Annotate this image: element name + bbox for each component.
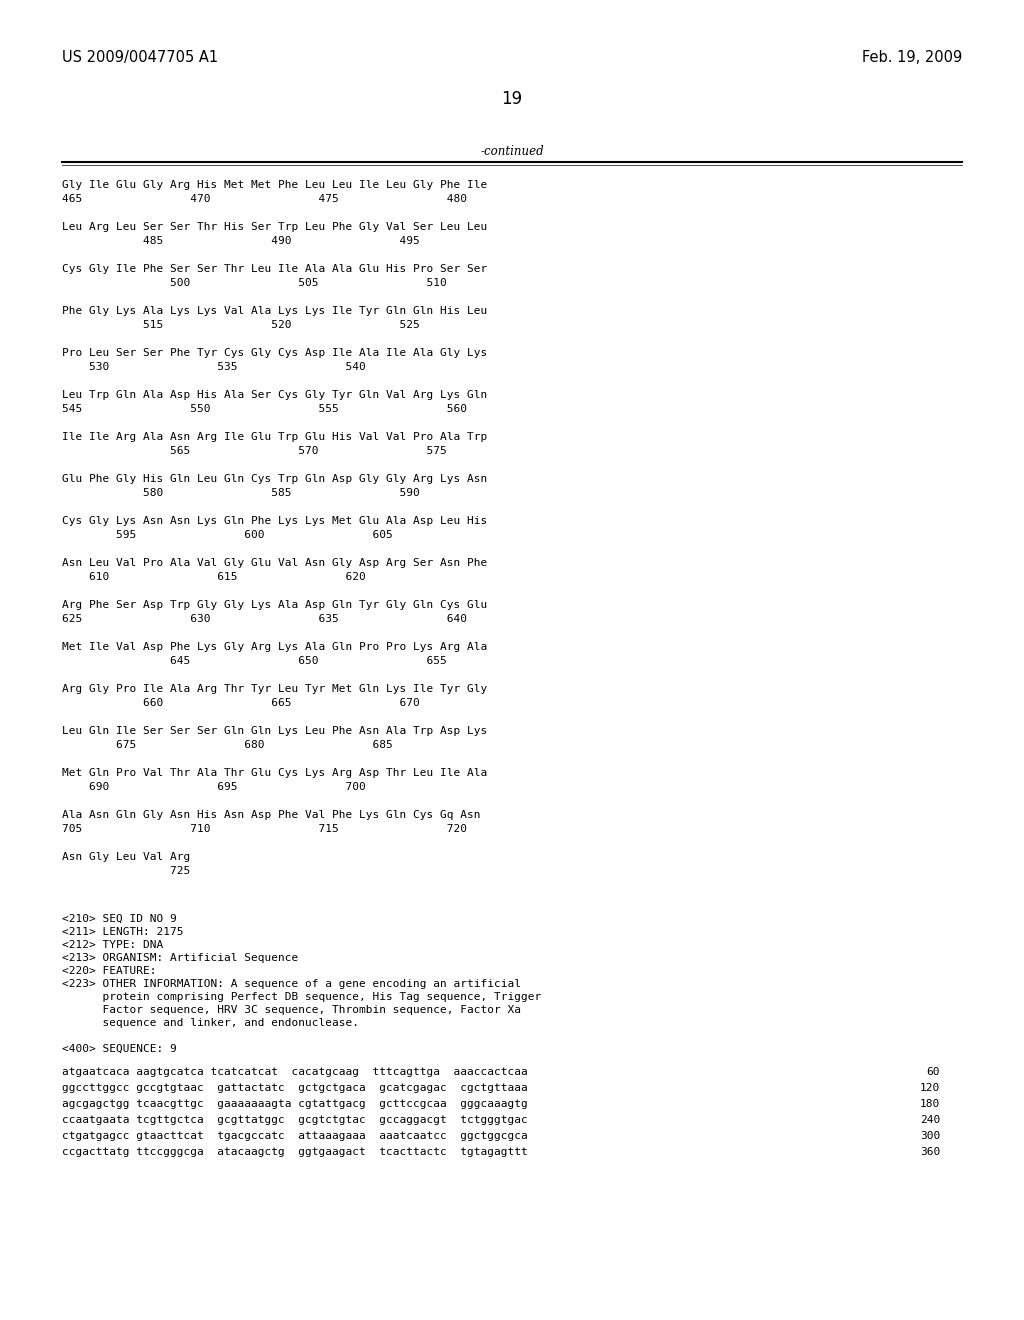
Text: Arg Phe Ser Asp Trp Gly Gly Lys Ala Asp Gln Tyr Gly Gln Cys Glu: Arg Phe Ser Asp Trp Gly Gly Lys Ala Asp … xyxy=(62,601,487,610)
Text: 485                490                495: 485 490 495 xyxy=(62,236,420,246)
Text: ggccttggcc gccgtgtaac  gattactatc  gctgctgaca  gcatcgagac  cgctgttaaa: ggccttggcc gccgtgtaac gattactatc gctgctg… xyxy=(62,1082,527,1093)
Text: 465                470                475                480: 465 470 475 480 xyxy=(62,194,467,205)
Text: 60: 60 xyxy=(927,1067,940,1077)
Text: 625                630                635                640: 625 630 635 640 xyxy=(62,614,467,624)
Text: 240: 240 xyxy=(920,1115,940,1125)
Text: 500                505                510: 500 505 510 xyxy=(62,279,446,288)
Text: atgaatcaca aagtgcatca tcatcatcat  cacatgcaag  tttcagttga  aaaccactcaa: atgaatcaca aagtgcatca tcatcatcat cacatgc… xyxy=(62,1067,527,1077)
Text: protein comprising Perfect DB sequence, His Tag sequence, Trigger: protein comprising Perfect DB sequence, … xyxy=(62,993,542,1002)
Text: 360: 360 xyxy=(920,1147,940,1158)
Text: ccaatgaata tcgttgctca  gcgttatggc  gcgtctgtac  gccaggacgt  tctgggtgac: ccaatgaata tcgttgctca gcgttatggc gcgtctg… xyxy=(62,1115,527,1125)
Text: ctgatgagcc gtaacttcat  tgacgccatc  attaaagaaa  aaatcaatcc  ggctggcgca: ctgatgagcc gtaacttcat tgacgccatc attaaag… xyxy=(62,1131,527,1140)
Text: 690                695                700: 690 695 700 xyxy=(62,781,366,792)
Text: agcgagctgg tcaacgttgc  gaaaaaaagta cgtattgacg  gcttccgcaa  gggcaaagtg: agcgagctgg tcaacgttgc gaaaaaaagta cgtatt… xyxy=(62,1100,527,1109)
Text: Arg Gly Pro Ile Ala Arg Thr Tyr Leu Tyr Met Gln Lys Ile Tyr Gly: Arg Gly Pro Ile Ala Arg Thr Tyr Leu Tyr … xyxy=(62,684,487,694)
Text: <210> SEQ ID NO 9: <210> SEQ ID NO 9 xyxy=(62,913,177,924)
Text: Leu Gln Ile Ser Ser Ser Gln Gln Lys Leu Phe Asn Ala Trp Asp Lys: Leu Gln Ile Ser Ser Ser Gln Gln Lys Leu … xyxy=(62,726,487,737)
Text: Leu Trp Gln Ala Asp His Ala Ser Cys Gly Tyr Gln Val Arg Lys Gln: Leu Trp Gln Ala Asp His Ala Ser Cys Gly … xyxy=(62,389,487,400)
Text: 300: 300 xyxy=(920,1131,940,1140)
Text: 595                600                605: 595 600 605 xyxy=(62,531,393,540)
Text: 645                650                655: 645 650 655 xyxy=(62,656,446,667)
Text: 580                585                590: 580 585 590 xyxy=(62,488,420,498)
Text: <400> SEQUENCE: 9: <400> SEQUENCE: 9 xyxy=(62,1044,177,1053)
Text: Asn Leu Val Pro Ala Val Gly Glu Val Asn Gly Asp Arg Ser Asn Phe: Asn Leu Val Pro Ala Val Gly Glu Val Asn … xyxy=(62,558,487,568)
Text: 610                615                620: 610 615 620 xyxy=(62,572,366,582)
Text: Gly Ile Glu Gly Arg His Met Met Phe Leu Leu Ile Leu Gly Phe Ile: Gly Ile Glu Gly Arg His Met Met Phe Leu … xyxy=(62,180,487,190)
Text: <220> FEATURE:: <220> FEATURE: xyxy=(62,966,157,975)
Text: 545                550                555                560: 545 550 555 560 xyxy=(62,404,467,414)
Text: 180: 180 xyxy=(920,1100,940,1109)
Text: Ala Asn Gln Gly Asn His Asn Asp Phe Val Phe Lys Gln Cys Gq Asn: Ala Asn Gln Gly Asn His Asn Asp Phe Val … xyxy=(62,810,480,820)
Text: Met Gln Pro Val Thr Ala Thr Glu Cys Lys Arg Asp Thr Leu Ile Ala: Met Gln Pro Val Thr Ala Thr Glu Cys Lys … xyxy=(62,768,487,777)
Text: <213> ORGANISM: Artificial Sequence: <213> ORGANISM: Artificial Sequence xyxy=(62,953,298,964)
Text: Leu Arg Leu Ser Ser Thr His Ser Trp Leu Phe Gly Val Ser Leu Leu: Leu Arg Leu Ser Ser Thr His Ser Trp Leu … xyxy=(62,222,487,232)
Text: 725: 725 xyxy=(62,866,190,876)
Text: 530                535                540: 530 535 540 xyxy=(62,362,366,372)
Text: Asn Gly Leu Val Arg: Asn Gly Leu Val Arg xyxy=(62,851,190,862)
Text: 565                570                575: 565 570 575 xyxy=(62,446,446,455)
Text: Pro Leu Ser Ser Phe Tyr Cys Gly Cys Asp Ile Ala Ile Ala Gly Lys: Pro Leu Ser Ser Phe Tyr Cys Gly Cys Asp … xyxy=(62,348,487,358)
Text: 675                680                685: 675 680 685 xyxy=(62,741,393,750)
Text: Phe Gly Lys Ala Lys Lys Val Ala Lys Lys Ile Tyr Gln Gln His Leu: Phe Gly Lys Ala Lys Lys Val Ala Lys Lys … xyxy=(62,306,487,315)
Text: 705                710                715                720: 705 710 715 720 xyxy=(62,824,467,834)
Text: -continued: -continued xyxy=(480,145,544,158)
Text: Cys Gly Ile Phe Ser Ser Thr Leu Ile Ala Ala Glu His Pro Ser Ser: Cys Gly Ile Phe Ser Ser Thr Leu Ile Ala … xyxy=(62,264,487,275)
Text: Glu Phe Gly His Gln Leu Gln Cys Trp Gln Asp Gly Gly Arg Lys Asn: Glu Phe Gly His Gln Leu Gln Cys Trp Gln … xyxy=(62,474,487,484)
Text: <212> TYPE: DNA: <212> TYPE: DNA xyxy=(62,940,163,950)
Text: Cys Gly Lys Asn Asn Lys Gln Phe Lys Lys Met Glu Ala Asp Leu His: Cys Gly Lys Asn Asn Lys Gln Phe Lys Lys … xyxy=(62,516,487,525)
Text: <223> OTHER INFORMATION: A sequence of a gene encoding an artificial: <223> OTHER INFORMATION: A sequence of a… xyxy=(62,979,521,989)
Text: 19: 19 xyxy=(502,90,522,108)
Text: <211> LENGTH: 2175: <211> LENGTH: 2175 xyxy=(62,927,183,937)
Text: 515                520                525: 515 520 525 xyxy=(62,319,420,330)
Text: ccgacttatg ttccgggcga  atacaagctg  ggtgaagact  tcacttactc  tgtagagttt: ccgacttatg ttccgggcga atacaagctg ggtgaag… xyxy=(62,1147,527,1158)
Text: Ile Ile Arg Ala Asn Arg Ile Glu Trp Glu His Val Val Pro Ala Trp: Ile Ile Arg Ala Asn Arg Ile Glu Trp Glu … xyxy=(62,432,487,442)
Text: US 2009/0047705 A1: US 2009/0047705 A1 xyxy=(62,50,218,65)
Text: Feb. 19, 2009: Feb. 19, 2009 xyxy=(862,50,962,65)
Text: Factor sequence, HRV 3C sequence, Thrombin sequence, Factor Xa: Factor sequence, HRV 3C sequence, Thromb… xyxy=(62,1005,521,1015)
Text: sequence and linker, and endonuclease.: sequence and linker, and endonuclease. xyxy=(62,1018,359,1028)
Text: 120: 120 xyxy=(920,1082,940,1093)
Text: 660                665                670: 660 665 670 xyxy=(62,698,420,708)
Text: Met Ile Val Asp Phe Lys Gly Arg Lys Ala Gln Pro Pro Lys Arg Ala: Met Ile Val Asp Phe Lys Gly Arg Lys Ala … xyxy=(62,642,487,652)
